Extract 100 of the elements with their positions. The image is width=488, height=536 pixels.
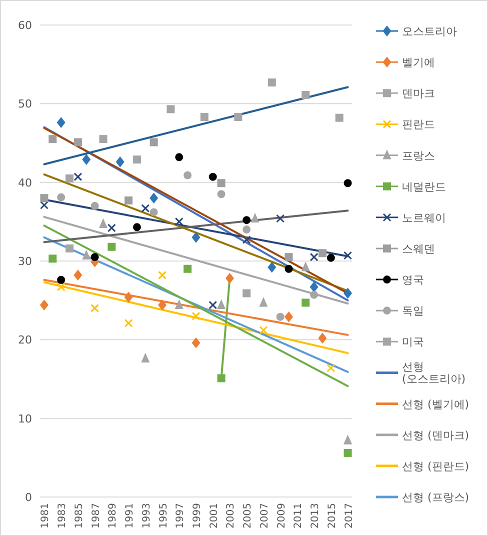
- legend-label: 선형 (오스트리아): [402, 360, 466, 386]
- legend-label: 미국: [402, 336, 424, 349]
- point: [192, 338, 200, 348]
- x-tick-label: 2013: [310, 503, 322, 528]
- point: [302, 262, 310, 272]
- point: [158, 270, 167, 280]
- legend-label: 오스트리아: [402, 25, 457, 38]
- point: [74, 138, 82, 146]
- point: [175, 153, 184, 162]
- point: [242, 216, 251, 224]
- y-tick-label: 60: [18, 19, 32, 32]
- point: [56, 282, 66, 292]
- point: [310, 290, 318, 299]
- x-tick-label: 1983: [57, 503, 68, 528]
- point: [116, 156, 124, 167]
- point: [192, 232, 200, 242]
- point: [124, 292, 133, 302]
- x-tick-label: 1989: [108, 503, 119, 528]
- point: [124, 196, 133, 204]
- point: [268, 78, 276, 86]
- point: [108, 242, 116, 251]
- point: [242, 236, 251, 244]
- point: [284, 253, 293, 262]
- point: [90, 253, 99, 262]
- point: [57, 276, 66, 284]
- point: [200, 113, 208, 122]
- x-tick-label: 2011: [293, 503, 304, 528]
- x-tick-label: 2009: [276, 503, 288, 528]
- y-tick-label: 10: [18, 412, 32, 426]
- point: [158, 300, 166, 310]
- x-tick-label: 2001: [208, 503, 220, 528]
- point: [132, 156, 141, 164]
- point: [242, 226, 251, 234]
- point: [326, 364, 336, 372]
- point: [141, 354, 150, 363]
- point: [268, 262, 276, 272]
- point: [310, 282, 318, 292]
- point: [208, 300, 218, 310]
- legend-label: 선형 (벨기에): [402, 398, 470, 411]
- point: [57, 193, 66, 202]
- point: [335, 114, 344, 122]
- point: [66, 244, 74, 252]
- point: [184, 171, 192, 180]
- point: [48, 254, 57, 263]
- point: [150, 208, 158, 216]
- legend-label: 벨기에: [402, 56, 435, 70]
- point: [259, 326, 268, 334]
- point: [302, 91, 310, 100]
- y-tick-label: 40: [18, 176, 32, 190]
- legend-label: 선형 (프랑스): [402, 491, 470, 504]
- point: [184, 264, 192, 273]
- point: [276, 214, 285, 223]
- point: [107, 224, 116, 232]
- point: [234, 113, 242, 122]
- point: [326, 254, 335, 262]
- legend-label: 선형 (핀란드): [402, 460, 470, 473]
- point: [40, 194, 48, 202]
- legend-label: 네덜란드: [402, 180, 446, 194]
- x-tick-label: 1991: [124, 503, 136, 528]
- point: [141, 204, 150, 213]
- point: [56, 117, 66, 128]
- x-tick-label: 1981: [40, 503, 52, 528]
- point: [217, 374, 226, 382]
- point: [150, 138, 158, 146]
- legend-label: 스웨덴: [402, 242, 435, 256]
- legend-label: 노르웨이: [402, 211, 446, 224]
- y-tick-label: 50: [18, 98, 32, 111]
- point: [82, 250, 90, 260]
- point: [124, 318, 133, 328]
- point: [66, 174, 74, 182]
- point: [284, 264, 293, 273]
- point: [90, 202, 99, 210]
- legend-label: 핀란드: [402, 118, 435, 132]
- x-tick-label: 2015: [326, 503, 338, 528]
- point: [310, 252, 318, 262]
- x-tick-label: 1993: [141, 503, 152, 528]
- point: [217, 190, 226, 198]
- x-tick-label: 1999: [192, 503, 203, 528]
- y-tick-label: 20: [18, 334, 32, 347]
- point: [284, 312, 293, 322]
- point: [344, 251, 352, 260]
- point: [226, 273, 234, 284]
- point: [74, 270, 82, 280]
- point: [132, 223, 141, 232]
- point: [344, 448, 352, 457]
- y-tick-label: 0: [25, 491, 32, 504]
- point: [276, 312, 284, 321]
- point: [175, 300, 184, 310]
- point: [302, 298, 310, 307]
- point: [90, 304, 100, 312]
- x-tick-label: 2005: [242, 503, 254, 528]
- point: [217, 300, 226, 310]
- y-tick-label: 30: [18, 255, 32, 268]
- point: [82, 154, 90, 165]
- point: [251, 214, 260, 223]
- x-tick-label: 2017: [344, 503, 355, 528]
- legend-label: 프랑스: [402, 149, 435, 162]
- point: [242, 289, 251, 298]
- legend-label: 독일: [402, 304, 424, 318]
- legend-label: 선형 (덴마크): [402, 428, 470, 442]
